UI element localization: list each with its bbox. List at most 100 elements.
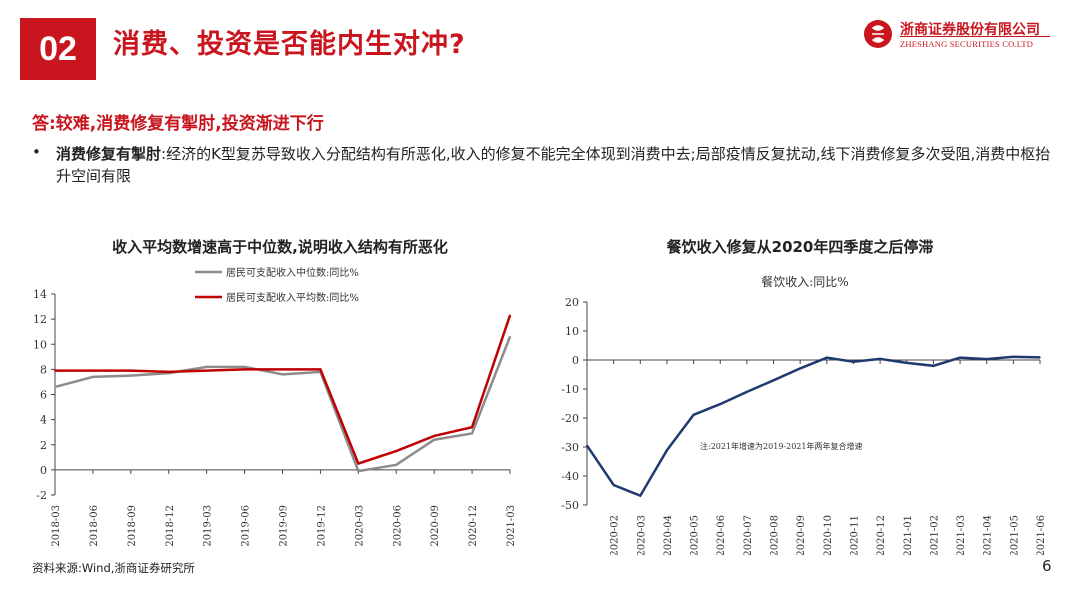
- y-tick-label: -30: [561, 441, 579, 454]
- x-tick-label: 2020-06: [716, 515, 727, 555]
- bullet-body: :经济的K型复苏导致收入分配结构有所恶化,收入的修复不能完全体现到消费中去;局部…: [56, 145, 1051, 185]
- x-tick-label: 2021-03: [956, 515, 967, 555]
- data-point: [243, 366, 246, 368]
- data-point: [719, 403, 722, 405]
- data-point: [357, 470, 360, 472]
- x-tick-label: 2020-04: [663, 515, 674, 555]
- y-tick-label: 12: [33, 313, 47, 326]
- y-tick-label: 0: [572, 354, 579, 367]
- data-point: [666, 449, 668, 451]
- series-line-catering: [585, 355, 1041, 498]
- data-point: [167, 371, 170, 373]
- x-tick-label: 2019-09: [279, 505, 290, 547]
- y-tick-label: 10: [565, 325, 579, 338]
- y-tick-label: 0: [40, 464, 47, 477]
- x-tick-label: 2020-08: [770, 515, 781, 555]
- y-tick-label: 10: [33, 338, 47, 351]
- series-line-median: [54, 336, 512, 473]
- data-point: [1039, 356, 1041, 359]
- y-tick-label: 4: [40, 414, 47, 427]
- y-tick-label: 2: [40, 439, 47, 452]
- data-point: [433, 435, 435, 437]
- data-point: [746, 391, 748, 393]
- x-tick-label: 2020-03: [354, 505, 365, 547]
- data-point: [54, 386, 56, 388]
- y-tick-label: -2: [36, 489, 47, 502]
- data-point: [509, 335, 511, 338]
- page-number: 6: [1042, 557, 1052, 575]
- x-tick-label: 2020-12: [468, 505, 479, 547]
- data-point: [826, 356, 828, 359]
- data-point: [130, 374, 132, 377]
- series-line-mean: [55, 314, 512, 466]
- x-tick-label: 2020-11: [849, 515, 860, 555]
- data-point: [799, 367, 801, 370]
- bullet-bold-lead: 消费修复有掣肘: [56, 145, 162, 163]
- data-point: [243, 368, 246, 371]
- data-point: [639, 494, 642, 497]
- x-tick-label: 2020-07: [743, 515, 754, 555]
- source-note: 资料来源:Wind,浙商证券研究所: [32, 561, 195, 575]
- data-point: [905, 362, 908, 364]
- data-point: [959, 356, 961, 359]
- data-point: [692, 414, 695, 416]
- x-tick-label: 2019-06: [241, 505, 252, 547]
- data-point: [92, 376, 94, 378]
- data-point: [879, 358, 881, 360]
- data-point: [357, 462, 360, 465]
- catering-revenue-line-chart: 餐饮收入:同比% 20 10 0 -10 -20 -30 -40 -50 2020-02 2020-…: [561, 274, 1047, 555]
- data-point: [54, 369, 56, 372]
- x-tick-label: 2020-09: [430, 505, 441, 547]
- data-point: [205, 369, 208, 372]
- bullet-paragraph: 消费修复有掣肘:经济的K型复苏导致收入分配结构有所恶化,收入的修复不能完全体现到…: [56, 143, 1056, 187]
- x-tick-label: 2021-04: [983, 515, 994, 555]
- data-point: [1012, 356, 1015, 358]
- y-tick-label: -50: [561, 499, 579, 512]
- logo-divider: [900, 36, 1050, 37]
- x-tick-label: 2018-03: [51, 505, 62, 547]
- answer-heading: 答:较难,消费修复有掣肘,投资渐进下行: [32, 114, 324, 134]
- left-chart-title: 收入平均数增速高于中位数,说明收入结构有所恶化: [112, 238, 448, 256]
- x-tick-label: 2019-03: [203, 505, 214, 547]
- x-tick-label: 2020-09: [796, 515, 807, 555]
- x-tick-label: 2018-09: [127, 505, 138, 547]
- data-point: [772, 379, 775, 382]
- bullet-marker: •: [32, 143, 41, 161]
- data-point: [612, 484, 615, 486]
- y-tick-label: 14: [33, 288, 47, 301]
- slide-title: 消费、投资是否能内生对冲?: [113, 29, 466, 60]
- data-point: [205, 366, 208, 368]
- x-tick-label: 2019-12: [316, 505, 327, 547]
- y-tick-label: -40: [561, 470, 579, 483]
- data-point: [281, 373, 284, 376]
- x-tick-label: 2018-12: [165, 505, 176, 547]
- company-name-en: ZHESHANG SECURITIES CO.LTD: [900, 39, 1034, 49]
- x-tick-label: 2021-05: [1009, 515, 1020, 555]
- income-growth-line-chart: -2 0 2 4 6 8 10 12 14 2018-03 2018-06 2018-09 2018-1…: [33, 266, 517, 547]
- chart-annotation: 注:2021年增速为2019-2021年两年复合增速: [700, 441, 862, 451]
- company-logo-icon: [864, 20, 892, 48]
- company-name-cn: 浙商证券股份有限公司: [900, 22, 1040, 38]
- x-tick-label: 2021-01: [903, 515, 914, 555]
- x-tick-label: 2021-06: [1036, 515, 1047, 555]
- data-point: [92, 369, 94, 372]
- data-point: [932, 365, 935, 367]
- y-tick-label: 20: [565, 296, 579, 309]
- section-number-badge: 02: [20, 18, 96, 80]
- y-tick-label: -10: [561, 383, 579, 396]
- legend-label: 居民可支配收入中位数:同比%: [226, 266, 359, 279]
- data-point: [586, 444, 588, 447]
- x-tick-label: 2020-03: [636, 515, 647, 555]
- x-tick-label: 2020-05: [690, 515, 701, 555]
- data-point: [509, 314, 511, 317]
- x-tick-label: 2020-02: [610, 515, 621, 555]
- right-chart-title: 餐饮收入修复从2020年四季度之后停滞: [666, 238, 934, 256]
- data-point: [395, 464, 398, 466]
- x-tick-label: 2020-06: [392, 505, 403, 547]
- data-point: [319, 368, 322, 371]
- chart-subtitle: 餐饮收入:同比%: [761, 274, 848, 289]
- y-tick-label: 6: [40, 389, 47, 402]
- x-tick-label: 2020-12: [876, 515, 887, 555]
- data-point: [281, 368, 284, 371]
- x-tick-label: 2018-06: [89, 505, 100, 547]
